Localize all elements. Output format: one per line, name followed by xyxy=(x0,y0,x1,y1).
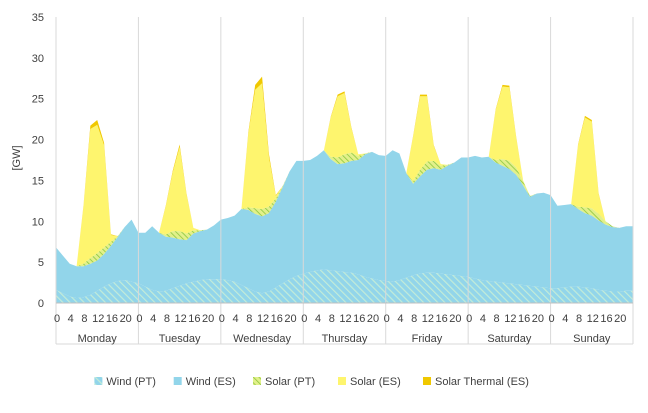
area-layer xyxy=(56,76,633,303)
x-tick-label: 8 xyxy=(411,313,417,325)
x-tick-label: 4 xyxy=(397,313,403,325)
y-tick-label: 25 xyxy=(32,94,44,106)
day-label: Thursday xyxy=(322,333,368,345)
x-tick-label: 12 xyxy=(339,313,351,325)
legend-label: Solar (ES) xyxy=(350,376,401,388)
day-label: Wednesday xyxy=(233,333,291,345)
x-tick-label: 4 xyxy=(562,313,568,325)
x-tick-label: 0 xyxy=(466,313,472,325)
x-tick-label: 20 xyxy=(120,313,132,325)
x-tick-label: 20 xyxy=(202,313,214,325)
day-label: Tuesday xyxy=(159,333,201,345)
x-tick-label: 16 xyxy=(436,313,448,325)
x-tick-label: 8 xyxy=(246,313,252,325)
x-tick-label: 20 xyxy=(614,313,626,325)
legend-swatch xyxy=(423,377,431,385)
x-tick-label: 8 xyxy=(494,313,500,325)
legend-label: Wind (PT) xyxy=(106,376,155,388)
day-label: Sunday xyxy=(573,333,611,345)
day-label: Monday xyxy=(78,333,118,345)
x-tick-label: 8 xyxy=(329,313,335,325)
x-tick-label: 16 xyxy=(518,313,530,325)
x-tick-label: 0 xyxy=(219,313,225,325)
x-tick-label: 12 xyxy=(92,313,104,325)
y-tick-label: 30 xyxy=(32,53,44,65)
legend-label: Solar (PT) xyxy=(265,376,315,388)
legend-label: Solar Thermal (ES) xyxy=(435,376,529,388)
grid-layer xyxy=(55,17,634,344)
x-tick-label: 12 xyxy=(587,313,599,325)
x-tick-label: 8 xyxy=(164,313,170,325)
x-tick-label: 12 xyxy=(504,313,516,325)
x-tick-label: 20 xyxy=(532,313,544,325)
x-tick-label: 20 xyxy=(284,313,296,325)
x-tick-label: 4 xyxy=(233,313,239,325)
x-tick-label: 0 xyxy=(549,313,555,325)
x-tick-label: 12 xyxy=(175,313,187,325)
x-tick-label: 8 xyxy=(576,313,582,325)
x-tick-label: 16 xyxy=(600,313,612,325)
legend-swatch xyxy=(94,377,103,385)
series-area-wind-pt xyxy=(56,269,633,303)
legend-swatch xyxy=(253,377,261,385)
day-label: Friday xyxy=(412,333,443,345)
legend-swatch xyxy=(338,377,346,385)
legend: Wind (PT) Wind (ES) Solar (PT) Solar (ES) So… xyxy=(94,376,529,388)
x-tick-label: 0 xyxy=(136,313,142,325)
legend-swatch xyxy=(173,377,182,385)
x-tick-label: 16 xyxy=(271,313,283,325)
series-area-solar-es xyxy=(56,83,633,267)
y-tick-label: 5 xyxy=(38,257,44,269)
y-tick-label: 35 xyxy=(32,12,44,24)
x-tick-label: 16 xyxy=(188,313,200,325)
y-tick-label: 0 xyxy=(38,298,44,310)
x-tick-label: 4 xyxy=(150,313,156,325)
y-tick-label: 15 xyxy=(32,175,44,187)
x-tick-label: 16 xyxy=(353,313,365,325)
x-tick-label: 12 xyxy=(257,313,269,325)
x-tick-label: 20 xyxy=(367,313,379,325)
y-tick-label: 10 xyxy=(32,216,44,228)
x-tick-label: 12 xyxy=(422,313,434,325)
x-tick-label: 4 xyxy=(68,313,74,325)
x-tick-label: 16 xyxy=(106,313,118,325)
x-tick-label: 0 xyxy=(384,313,390,325)
x-tick-label: 4 xyxy=(480,313,486,325)
x-tick-label: 20 xyxy=(449,313,461,325)
x-tick-label: 0 xyxy=(54,313,60,325)
x-tick-label: 8 xyxy=(81,313,87,325)
x-tick-label: 0 xyxy=(301,313,307,325)
series-area-wind-es xyxy=(56,150,633,299)
y-axis-title: [GW] xyxy=(11,145,23,170)
legend-label: Wind (ES) xyxy=(186,376,236,388)
x-tick-label: 4 xyxy=(315,313,321,325)
day-label: Saturday xyxy=(487,333,532,345)
y-tick-label: 20 xyxy=(32,135,44,147)
